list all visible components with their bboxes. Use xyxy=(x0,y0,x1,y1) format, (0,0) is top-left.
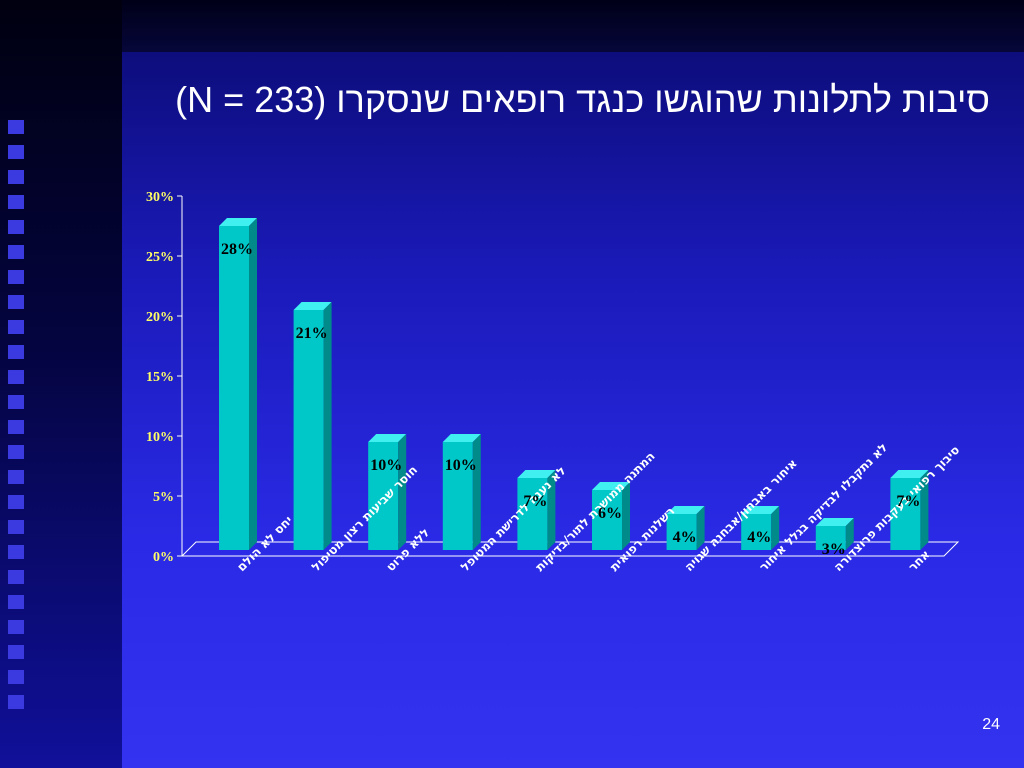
bar-10 xyxy=(890,470,929,550)
bar-front xyxy=(666,514,697,550)
bar-front xyxy=(890,478,921,550)
slide-title: סיבות לתלונות שהוגשו כנגד רופאים שנסקרו … xyxy=(175,79,990,120)
data-label: 28% xyxy=(221,241,253,258)
left-decorative-squares xyxy=(8,120,24,720)
bar-front xyxy=(442,442,473,550)
bar-side xyxy=(249,218,257,550)
bar-4 xyxy=(442,434,481,550)
data-label: 4% xyxy=(673,529,697,546)
page-number: 24 xyxy=(982,716,1000,733)
data-label: 10% xyxy=(370,457,402,474)
bar-top xyxy=(442,434,481,442)
data-label: 7% xyxy=(896,493,920,510)
bar-side xyxy=(398,434,407,550)
data-label: 6% xyxy=(598,505,622,522)
bar-9 xyxy=(815,518,854,550)
bar-side xyxy=(771,506,780,550)
bar-3 xyxy=(368,434,407,550)
bar-5 xyxy=(517,470,556,550)
bar-front xyxy=(815,526,846,550)
bar-1 xyxy=(219,218,257,550)
bar-side xyxy=(845,518,854,550)
bar-front xyxy=(517,478,548,550)
category-label: אחר xyxy=(906,547,933,574)
bar-side xyxy=(323,302,332,550)
bar-8 xyxy=(741,506,780,550)
chart-bars xyxy=(219,218,929,550)
bar-top xyxy=(741,506,780,514)
bar-front xyxy=(293,310,324,550)
bar-side xyxy=(920,470,929,550)
y-tick-label: 0% xyxy=(153,550,174,565)
bar-6 xyxy=(592,482,630,550)
bar-front xyxy=(592,490,622,550)
bar-top xyxy=(890,470,929,478)
bar-2 xyxy=(293,302,332,550)
y-tick-label: 20% xyxy=(146,310,174,325)
data-label: 10% xyxy=(445,457,477,474)
bar-top xyxy=(368,434,407,442)
bar-front xyxy=(741,514,772,550)
top-band xyxy=(0,0,1024,52)
bar-top xyxy=(517,470,556,478)
bar-top xyxy=(666,506,705,514)
bar-side xyxy=(472,434,481,550)
y-tick-label: 15% xyxy=(146,370,174,385)
data-label: 7% xyxy=(523,493,547,510)
chart-axes xyxy=(177,195,960,557)
bar-side xyxy=(622,482,630,550)
y-tick-label: 30% xyxy=(146,190,174,205)
chart-floor xyxy=(180,541,960,557)
bar-top xyxy=(293,302,332,310)
bar-7 xyxy=(666,506,705,550)
bar-front xyxy=(219,226,249,550)
bar-top xyxy=(815,518,854,526)
y-tick-label: 10% xyxy=(146,430,174,445)
data-label: 4% xyxy=(747,529,771,546)
data-label: 3% xyxy=(822,541,846,558)
bar-top xyxy=(219,218,257,226)
bar-top xyxy=(592,482,630,490)
bar-side xyxy=(547,470,556,550)
y-tick-label: 25% xyxy=(146,250,174,265)
bar-side xyxy=(696,506,705,550)
bar-front xyxy=(368,442,399,550)
y-tick-label: 5% xyxy=(153,490,174,505)
data-label: 21% xyxy=(296,325,328,342)
